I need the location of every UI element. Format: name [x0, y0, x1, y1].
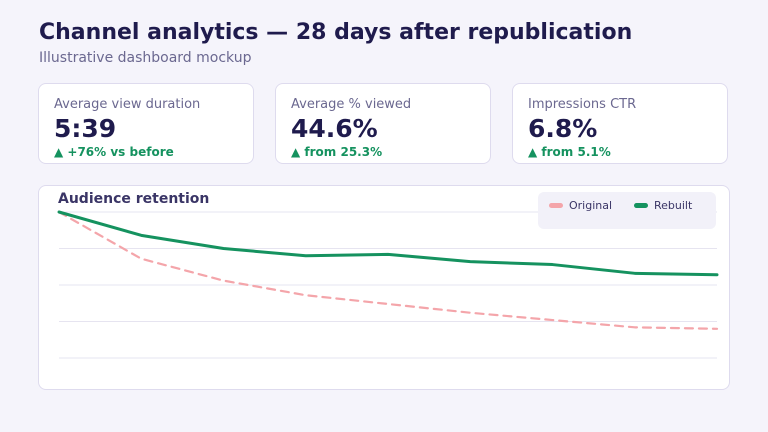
retention-chart-card: Audience retention Original Rebuilt	[38, 185, 730, 390]
legend-swatch-original	[549, 202, 563, 208]
kpi-card-view-duration: Average view duration 5:39 ▲ +76% vs bef…	[38, 83, 254, 164]
kpi-value: 6.8%	[528, 114, 598, 143]
page-title: Channel analytics — 28 days after republ…	[39, 20, 633, 45]
page-subtitle: Illustrative dashboard mockup	[39, 50, 252, 66]
series-line-rebuilt	[57, 210, 719, 277]
retention-chart	[57, 210, 719, 359]
kpi-card-percent-viewed: Average % viewed 44.6% ▲ from 25.3%	[275, 83, 491, 164]
kpi-delta: ▲ +76% vs before	[54, 145, 174, 159]
kpi-delta: ▲ from 25.3%	[291, 145, 383, 159]
kpi-card-impressions-ctr: Impressions CTR 6.8% ▲ from 5.1%	[512, 83, 728, 164]
kpi-label: Average view duration	[54, 97, 201, 112]
kpi-delta: ▲ from 5.1%	[528, 145, 611, 159]
legend-item-rebuilt: Rebuilt	[634, 199, 692, 212]
kpi-label: Average % viewed	[291, 97, 412, 112]
chart-title: Audience retention	[58, 191, 210, 207]
series-line-original	[57, 210, 719, 330]
kpi-value: 44.6%	[291, 114, 378, 143]
kpi-label: Impressions CTR	[528, 97, 637, 112]
legend-swatch-rebuilt	[634, 202, 648, 208]
legend-label: Original	[569, 199, 613, 212]
legend-item-original: Original	[549, 199, 612, 212]
legend-label: Rebuilt	[654, 199, 693, 212]
chart-legend: Original Rebuilt	[538, 192, 716, 229]
kpi-value: 5:39	[54, 114, 117, 143]
